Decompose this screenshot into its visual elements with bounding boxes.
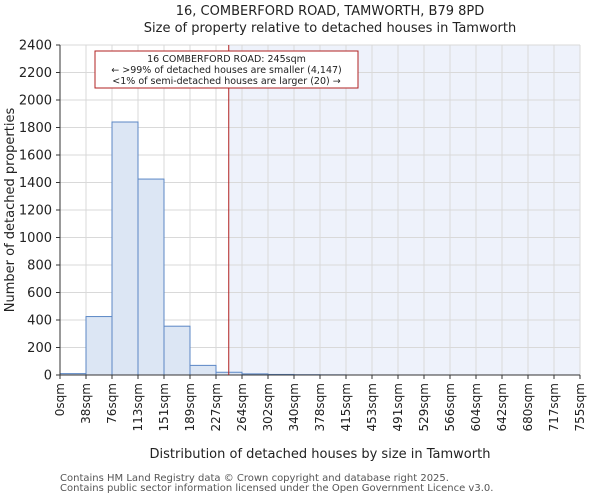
x-tick-label: 0sqm (53, 383, 67, 416)
y-tick-label: 1200 (19, 204, 52, 219)
y-tick-label: 400 (27, 314, 52, 329)
x-tick-label: 491sqm (391, 383, 405, 431)
y-axis-label: Number of detached properties (3, 108, 18, 313)
bar-76sqm (111, 121, 139, 376)
bar-189sqm (189, 364, 217, 376)
chart-subtitle: Size of property relative to detached ho… (144, 21, 516, 36)
y-tick-label: 2200 (19, 66, 52, 81)
annotation-box (94, 50, 359, 89)
chart: 16, COMBERFORD ROAD, TAMWORTH, B79 8PD S… (3, 4, 587, 462)
chart-title: 16, COMBERFORD ROAD, TAMWORTH, B79 8PD (176, 4, 485, 19)
annotation-line: <1% of semi-detached houses are larger (… (112, 76, 340, 87)
x-tick-label: 378sqm (313, 383, 327, 431)
plot-area: 0 200 400 600 800 1000 1200 1400 1600 1800 2000 220… (19, 39, 587, 432)
x-tick-label: 755sqm (573, 383, 587, 431)
x-tick-label: 76sqm (105, 383, 119, 424)
y-tick-label: 0 (44, 369, 52, 384)
y-tick-label: 1000 (19, 231, 52, 246)
x-tick-label: 302sqm (261, 383, 275, 431)
x-tick-label: 189sqm (183, 383, 197, 431)
x-tick-label: 151sqm (157, 383, 171, 431)
x-tick-label: 113sqm (131, 383, 145, 431)
annotation-line: 16 COMBERFORD ROAD: 245sqm (147, 54, 306, 65)
x-tick-label: 604sqm (469, 383, 483, 431)
y-tick-label: 200 (27, 341, 52, 356)
x-tick-label: 227sqm (209, 383, 223, 431)
y-tick-label: 2400 (19, 39, 52, 54)
x-axis-label: Distribution of detached houses by size … (150, 447, 491, 462)
annotation-line: ← >99% of detached houses are smaller (4… (111, 65, 342, 76)
x-tick-label: 264sqm (235, 383, 249, 431)
y-tick-label: 1400 (19, 176, 52, 191)
x-tick-label: 38sqm (79, 383, 93, 424)
footer-copyright: Contains HM Land Registry data © Crown c… (60, 473, 449, 484)
x-tick-label: 415sqm (339, 383, 353, 431)
x-tick-label: 680sqm (521, 383, 535, 431)
bar-113sqm (137, 178, 165, 376)
x-tick-label: 453sqm (365, 383, 379, 431)
y-tick-label: 800 (27, 259, 52, 274)
x-tick-label: 717sqm (547, 383, 561, 431)
bar-38sqm (85, 316, 113, 376)
y-tick-label: 2000 (19, 94, 52, 109)
y-tick-label: 1800 (19, 121, 52, 136)
bar-151sqm (163, 325, 191, 376)
x-tick-label: 566sqm (443, 383, 457, 431)
x-tick-label: 642sqm (495, 383, 509, 431)
y-tick-label: 600 (27, 286, 52, 301)
x-tick-label: 529sqm (417, 383, 431, 431)
y-tick-label: 1600 (19, 149, 52, 164)
x-tick-label: 340sqm (287, 383, 301, 431)
footer-licence: Contains public sector information licen… (60, 483, 494, 494)
